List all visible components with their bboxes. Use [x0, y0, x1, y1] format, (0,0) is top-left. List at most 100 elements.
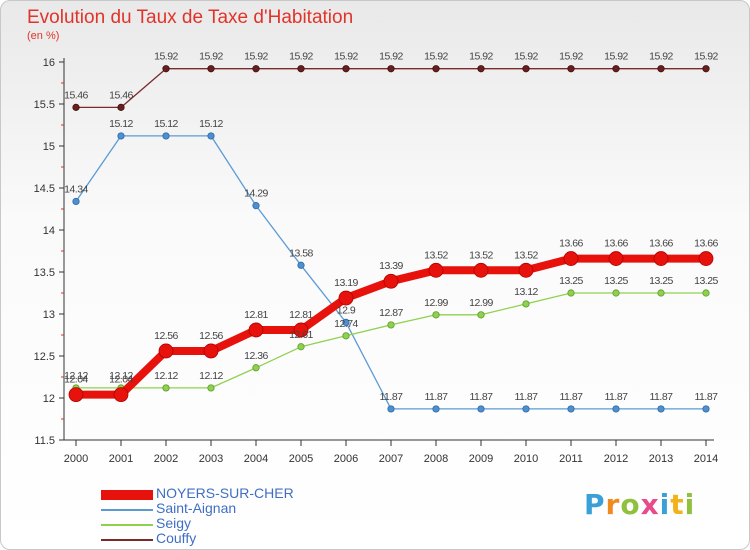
data-label: 12.74 — [334, 318, 358, 330]
y-tick-label: 16 — [43, 57, 55, 69]
data-point — [162, 384, 170, 392]
data-point — [567, 65, 575, 73]
legend-swatch-saint-aignan — [101, 508, 153, 511]
data-label: 12.12 — [199, 370, 223, 382]
data-label: 14.29 — [244, 188, 268, 200]
data-point — [698, 251, 714, 266]
data-label: 13.52 — [424, 249, 448, 261]
y-tick-label: 13 — [43, 309, 55, 321]
data-point — [387, 321, 395, 329]
data-point — [522, 405, 530, 413]
data-point — [563, 251, 579, 266]
series-line-1 — [75, 135, 706, 410]
logo-letter: P — [584, 488, 606, 521]
series-line-3 — [76, 68, 706, 109]
data-point — [207, 65, 215, 73]
data-point — [702, 65, 710, 73]
data-point — [383, 273, 399, 289]
data-label: 12.81 — [289, 309, 313, 321]
x-tick-label: 2004 — [244, 453, 268, 465]
data-label: 13.39 — [379, 260, 403, 272]
data-label: 15.92 — [289, 51, 313, 63]
x-tick-label: 2005 — [289, 453, 313, 465]
legend-swatch-noyers — [101, 489, 153, 500]
y-tick-label: 12 — [43, 393, 55, 405]
data-point — [477, 405, 485, 413]
data-point — [428, 262, 444, 278]
data-label: 15.92 — [154, 51, 178, 63]
data-label: 11.87 — [470, 391, 494, 403]
data-label: 15.92 — [604, 51, 628, 63]
data-point — [207, 384, 215, 392]
data-point — [207, 132, 215, 140]
legend-label-noyers: NOYERS-SUR-CHER — [156, 485, 294, 501]
x-tick-label: 2007 — [379, 453, 403, 465]
data-point — [477, 65, 485, 73]
data-point — [702, 405, 710, 413]
data-label: 12.81 — [244, 309, 268, 321]
legend-label-couffy: Couffy — [156, 530, 197, 546]
data-point — [117, 132, 125, 140]
x-tick-label: 2012 — [604, 453, 628, 465]
y-tick-label: 12.5 — [34, 351, 55, 363]
data-point — [387, 65, 395, 73]
data-label: 12.12 — [109, 370, 133, 382]
data-point — [338, 290, 354, 306]
data-point — [342, 318, 350, 326]
data-point — [113, 387, 129, 403]
data-label: 13.52 — [469, 249, 493, 261]
data-point — [117, 103, 125, 111]
data-label: 12.12 — [64, 370, 88, 382]
data-label: 13.66 — [694, 238, 718, 250]
data-point — [248, 322, 264, 338]
data-label: 12.61 — [289, 329, 313, 341]
data-point — [68, 387, 84, 403]
logo-letter: i — [659, 488, 671, 521]
proxiti-logo: Proxiti — [584, 488, 695, 521]
x-tick-label: 2002 — [154, 453, 178, 465]
data-label: 13.25 — [694, 275, 718, 287]
x-tick-label: 2003 — [199, 453, 223, 465]
data-point — [702, 289, 710, 297]
data-label: 13.19 — [334, 277, 358, 289]
data-point — [518, 262, 534, 278]
data-point — [567, 289, 575, 297]
data-label: 13.66 — [604, 238, 628, 250]
data-point — [477, 311, 485, 319]
data-point — [297, 343, 305, 351]
data-point — [567, 405, 575, 413]
y-tick-label: 14.5 — [34, 183, 55, 195]
y-tick-label: 14 — [43, 225, 55, 237]
data-label: 12.87 — [379, 307, 403, 319]
x-tick-label: 2011 — [559, 453, 583, 465]
x-tick-label: 2010 — [514, 453, 538, 465]
data-point — [473, 262, 489, 278]
data-label: 12.56 — [199, 330, 223, 342]
data-point — [252, 202, 260, 210]
y-tick-label: 15.5 — [34, 99, 55, 111]
legend-label-seigy: Seigy — [156, 515, 192, 531]
data-label: 13.58 — [289, 247, 313, 259]
data-point — [387, 405, 395, 413]
data-point — [657, 65, 665, 73]
legend-swatch-seigy — [101, 523, 153, 526]
data-label: 11.87 — [650, 391, 674, 403]
data-point — [297, 65, 305, 73]
x-tick-label: 2000 — [64, 453, 88, 465]
data-label: 12.04 — [109, 374, 133, 386]
data-point — [342, 65, 350, 73]
data-label: 13.25 — [559, 275, 583, 287]
data-point — [522, 300, 530, 308]
legend-label-saint-aignan: Saint-Aignan — [156, 500, 237, 516]
data-label: 12.04 — [64, 374, 88, 386]
chart-title: Evolution du Taux de Taxe d'Habitation — [27, 7, 354, 28]
data-label: 15.46 — [64, 89, 88, 101]
logo-letter: t — [670, 488, 685, 521]
data-point — [657, 289, 665, 297]
data-point — [522, 65, 530, 73]
data-point — [72, 103, 80, 111]
data-label: 13.66 — [559, 238, 583, 250]
data-label: 15.92 — [244, 51, 268, 63]
